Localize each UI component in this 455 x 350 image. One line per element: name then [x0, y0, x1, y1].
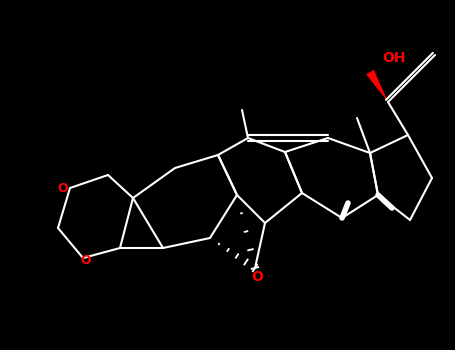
Text: O: O — [57, 182, 68, 195]
Text: O: O — [252, 270, 263, 284]
Polygon shape — [366, 70, 388, 102]
Text: OH: OH — [382, 51, 405, 65]
Text: O: O — [80, 254, 91, 267]
